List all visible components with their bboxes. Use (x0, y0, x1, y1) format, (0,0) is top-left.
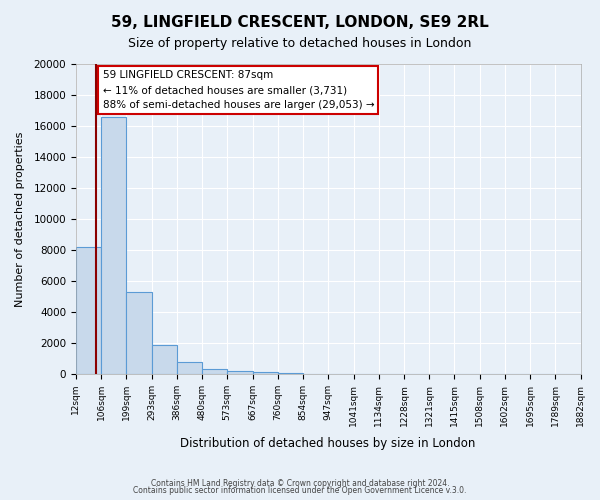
Y-axis label: Number of detached properties: Number of detached properties (15, 132, 25, 306)
Bar (253, 372, 278, 374)
Text: Contains public sector information licensed under the Open Government Licence v.: Contains public sector information licen… (133, 486, 467, 495)
Bar (126, 292, 152, 374)
Text: Size of property relative to detached houses in London: Size of property relative to detached ho… (128, 38, 472, 51)
Text: 59 LINGFIELD CRESCENT: 87sqm
← 11% of detached houses are smaller (3,731)
88% of: 59 LINGFIELD CRESCENT: 87sqm ← 11% of de… (103, 70, 374, 110)
Bar (227, 372, 253, 374)
X-axis label: Distribution of detached houses by size in London: Distribution of detached houses by size … (181, 437, 476, 450)
Text: 59, LINGFIELD CRESCENT, LONDON, SE9 2RL: 59, LINGFIELD CRESCENT, LONDON, SE9 2RL (111, 15, 489, 30)
Bar (177, 362, 202, 374)
Bar (202, 370, 227, 374)
Text: Contains HM Land Registry data © Crown copyright and database right 2024.: Contains HM Land Registry data © Crown c… (151, 478, 449, 488)
Bar (152, 346, 177, 374)
Bar (278, 373, 303, 374)
Bar (101, 116, 126, 374)
Bar (76, 247, 101, 374)
